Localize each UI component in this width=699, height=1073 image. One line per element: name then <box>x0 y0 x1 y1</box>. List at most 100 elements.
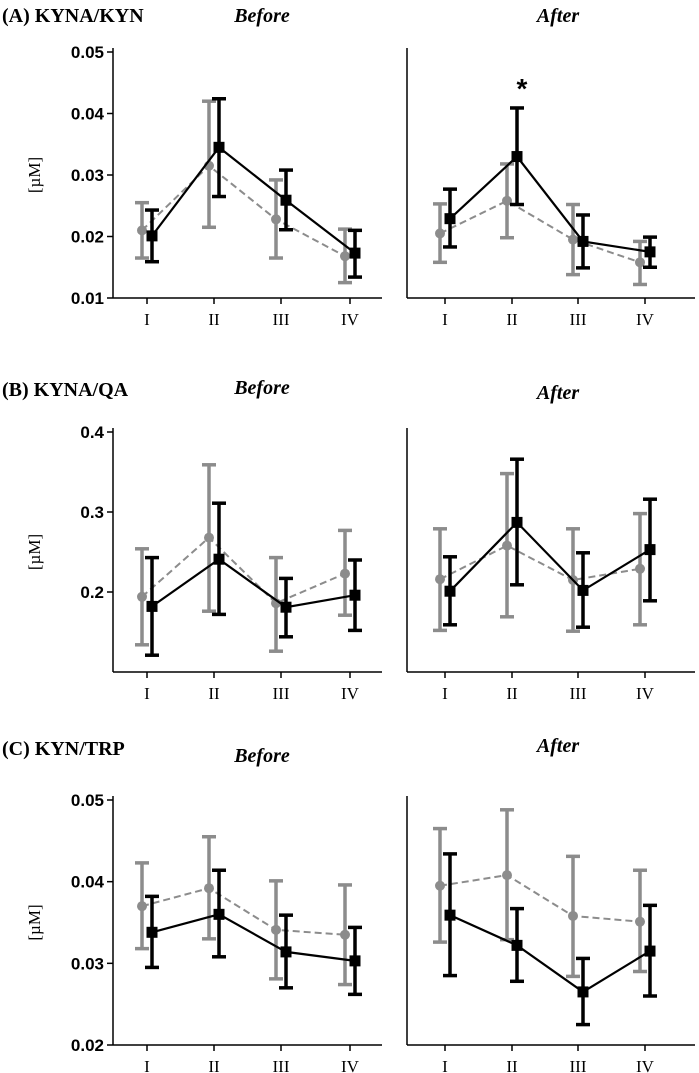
series-black <box>145 96 362 279</box>
series-line <box>439 874 641 923</box>
data-point <box>280 946 292 958</box>
data-point <box>568 910 578 921</box>
y-tick-label: 0.01 <box>71 289 104 308</box>
panel-title: (A) KYNA/KYN <box>2 5 144 27</box>
data-point <box>349 247 361 259</box>
data-point <box>349 955 361 967</box>
data-point <box>146 600 158 612</box>
series-line <box>449 154 651 253</box>
panel-A: (A) KYNA/KYN [µM] 0.01 0.02 0.03 0.04 0.05 Befo… <box>2 5 695 329</box>
y-axis-label: [µM] <box>25 534 44 570</box>
x-tick-label: II <box>506 310 518 329</box>
series-line <box>151 913 356 962</box>
condition-label: Before <box>233 377 290 399</box>
data-point <box>511 151 523 163</box>
series-gray <box>433 162 647 287</box>
data-point <box>644 246 656 258</box>
data-point <box>568 234 578 245</box>
x-tick-label: IV <box>636 310 655 329</box>
x-tick-label: I <box>144 684 150 703</box>
condition-label: After <box>535 5 579 27</box>
condition-label: Before <box>233 745 290 767</box>
data-point <box>502 540 512 551</box>
data-point <box>635 563 645 574</box>
data-point <box>340 929 350 940</box>
y-axis-label: [µM] <box>25 904 44 940</box>
condition-label: After <box>535 382 579 404</box>
series-gray <box>135 835 352 987</box>
series-black <box>145 501 362 657</box>
x-tick-label: II <box>208 310 220 329</box>
data-point <box>511 516 523 528</box>
data-point <box>435 228 445 239</box>
series-gray <box>135 463 352 653</box>
data-point <box>435 574 445 585</box>
y-tick-label: 0.02 <box>71 1036 104 1055</box>
data-point <box>213 141 225 153</box>
data-point <box>644 544 656 556</box>
data-point <box>635 257 645 268</box>
data-point <box>444 909 456 921</box>
data-point <box>271 214 281 225</box>
data-point <box>635 916 645 927</box>
panel-title: (B) KYNA/QA <box>2 379 129 401</box>
y-tick-label: 0.3 <box>80 503 104 522</box>
condition-label: Before <box>233 5 290 27</box>
series-line <box>439 544 641 582</box>
x-tick-label: I <box>442 684 448 703</box>
series-line <box>151 557 356 609</box>
series-black <box>145 868 362 997</box>
x-tick-label: IV <box>341 310 360 329</box>
data-point <box>204 883 214 894</box>
x-tick-label: IV <box>636 1057 655 1073</box>
data-point <box>644 945 656 957</box>
series-line <box>151 145 356 254</box>
series-gray <box>433 808 647 979</box>
x-tick-label: III <box>273 1057 290 1073</box>
series-line <box>141 536 346 605</box>
data-point <box>137 901 147 912</box>
data-point <box>511 939 523 951</box>
x-tick-label: III <box>273 310 290 329</box>
y-tick-label: 0.05 <box>71 791 104 810</box>
x-tick-label: I <box>442 310 448 329</box>
series-black <box>443 106 657 270</box>
y-tick-label: 0.02 <box>71 228 104 247</box>
data-point <box>340 568 350 579</box>
data-point <box>271 924 281 935</box>
data-point <box>577 584 589 596</box>
x-tick-label: I <box>144 1057 150 1073</box>
y-axis-label: [µM] <box>25 157 44 193</box>
series-line <box>449 914 651 994</box>
series-line <box>141 164 346 258</box>
series-line <box>449 520 651 592</box>
x-tick-label: III <box>570 1057 587 1073</box>
data-point <box>577 235 589 247</box>
y-tick-label: 0.05 <box>71 43 104 62</box>
series-line <box>141 887 346 936</box>
series-gray <box>433 471 647 633</box>
data-point <box>502 195 512 206</box>
x-tick-label: II <box>208 684 220 703</box>
x-tick-label: IV <box>636 684 655 703</box>
series-black <box>443 852 657 1027</box>
data-point <box>204 532 214 543</box>
x-tick-label: III <box>570 310 587 329</box>
data-point <box>280 194 292 206</box>
data-point <box>137 591 147 602</box>
data-point <box>280 601 292 613</box>
data-point <box>213 908 225 920</box>
panel-title: (C) KYN/TRP <box>2 738 125 760</box>
data-point <box>444 213 456 225</box>
data-point <box>213 553 225 565</box>
x-tick-label: IV <box>341 684 360 703</box>
series-line <box>439 199 641 264</box>
y-tick-label: 0.03 <box>71 166 104 185</box>
data-point <box>137 225 147 236</box>
